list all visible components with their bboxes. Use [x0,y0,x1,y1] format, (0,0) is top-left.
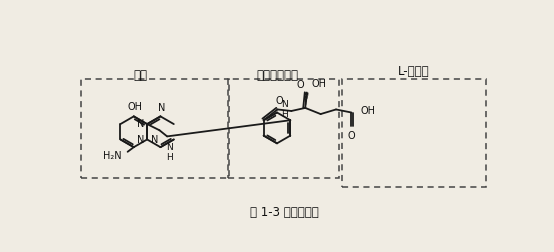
Text: O: O [275,96,283,105]
Text: OH: OH [311,79,326,88]
Text: O: O [347,131,355,141]
Text: H₂N: H₂N [103,150,121,160]
Bar [81,80,229,178]
Text: N: N [137,119,145,129]
Text: N
H: N H [166,142,173,162]
Text: OH: OH [361,106,376,116]
Text: OH: OH [127,102,142,112]
Text: N: N [137,135,145,145]
Text: N
H: N H [281,100,288,119]
Bar [228,80,338,178]
Text: 图 1-3 叶酸的结构: 图 1-3 叶酸的结构 [249,206,319,218]
Text: O: O [296,79,304,89]
Text: N: N [157,102,165,112]
Text: 对氨基苯甲酸: 对氨基苯甲酸 [256,68,298,81]
Text: N: N [151,135,158,145]
Text: L-谷氨酸: L-谷氨酸 [397,65,429,77]
Bar [342,80,486,187]
Text: 蝶啶: 蝶啶 [133,68,147,81]
